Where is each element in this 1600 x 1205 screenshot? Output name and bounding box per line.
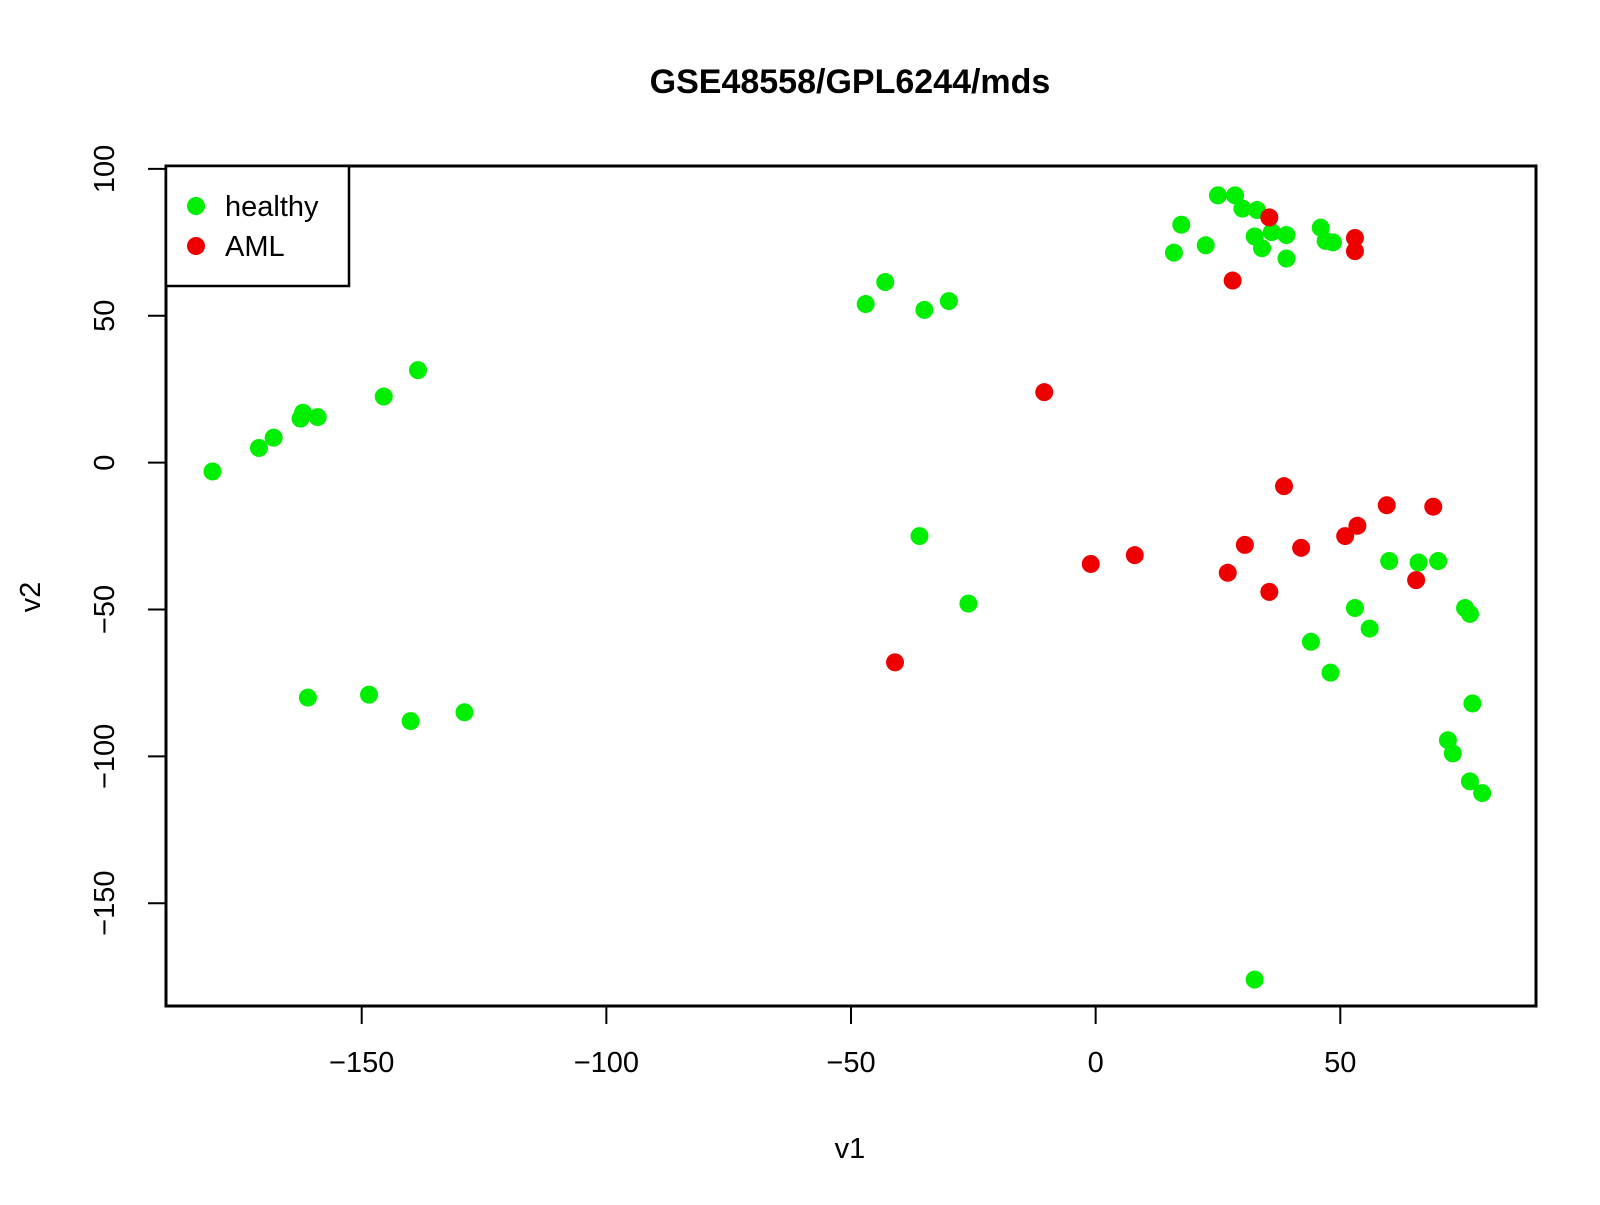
y-tick-label: −150 [89, 871, 121, 936]
data-point-healthy [1226, 186, 1245, 205]
data-point-healthy [1277, 249, 1296, 268]
data-point-healthy [910, 527, 929, 546]
data-point-healthy [939, 292, 958, 311]
chart-title: GSE48558/GPL6244/mds [650, 63, 1051, 101]
data-point-healthy [360, 685, 379, 704]
data-point-aml [1292, 538, 1311, 557]
data-point-healthy [1443, 744, 1462, 763]
data-point-aml [1348, 516, 1367, 535]
data-point-healthy [1172, 215, 1191, 234]
legend-label-aml: AML [225, 231, 285, 263]
data-point-healthy [1380, 552, 1399, 571]
series-aml [886, 208, 1443, 672]
data-point-aml [1125, 546, 1144, 565]
data-point-healthy [374, 387, 393, 406]
plot-frame [164, 164, 1538, 1008]
data-point-healthy [1345, 599, 1364, 618]
data-point-healthy [1463, 694, 1482, 713]
data-point-aml [1218, 563, 1237, 582]
legend: healthy AML [164, 164, 351, 288]
data-point-healthy [1164, 243, 1183, 262]
x-axis-label: v1 [835, 1133, 866, 1165]
data-point-healthy [1262, 223, 1281, 242]
data-point-aml [1223, 271, 1242, 290]
data-point-healthy [298, 688, 317, 707]
data-point-healthy [264, 428, 283, 447]
data-point-healthy [291, 409, 310, 428]
data-point-healthy [1245, 970, 1264, 989]
x-tick-label: 50 [1324, 1047, 1356, 1079]
legend-marker-healthy [187, 197, 205, 215]
legend-marker-aml [187, 237, 205, 255]
data-point-healthy [1460, 604, 1479, 623]
data-point-aml [1275, 477, 1294, 496]
y-tick-label: −100 [89, 724, 121, 789]
data-point-healthy [1323, 233, 1342, 252]
series-healthy [203, 186, 1492, 989]
data-point-healthy [1301, 632, 1320, 651]
data-point-healthy [1360, 619, 1379, 638]
data-point-aml [1260, 208, 1279, 227]
data-point-healthy [308, 408, 327, 427]
data-point-aml [1345, 242, 1364, 261]
data-point-healthy [876, 273, 895, 292]
data-point-healthy [1208, 186, 1227, 205]
data-point-healthy [408, 361, 427, 380]
data-point-healthy [1253, 239, 1271, 258]
x-tick-label: −50 [826, 1047, 875, 1079]
x-tick-label: −150 [329, 1047, 394, 1079]
y-axis-label: v2 [15, 582, 47, 613]
data-point-healthy [959, 594, 978, 613]
data-point-healthy [856, 295, 875, 314]
data-point-healthy [203, 462, 222, 481]
data-point-aml [1407, 571, 1426, 590]
data-point-healthy [1409, 553, 1428, 572]
data-point-healthy [1321, 663, 1340, 682]
data-point-healthy [1233, 199, 1252, 218]
data-point-healthy [401, 712, 420, 731]
y-tick-label: −50 [89, 585, 121, 634]
data-point-aml [1336, 527, 1355, 546]
x-axis: −150 −100 −50 0 50 [329, 1005, 1356, 1079]
data-point-aml [1081, 554, 1100, 573]
data-point-healthy [915, 300, 934, 319]
legend-box [164, 164, 351, 288]
data-point-healthy [1277, 226, 1296, 245]
y-axis: −150 −100 −50 0 50 100 [89, 145, 167, 936]
data-points [203, 186, 1492, 989]
x-tick-label: 0 [1088, 1047, 1104, 1079]
data-point-aml [1345, 228, 1364, 247]
x-tick-label: −100 [574, 1047, 639, 1079]
data-point-aml [886, 653, 905, 672]
data-point-healthy [249, 438, 268, 457]
data-point-aml [1260, 582, 1279, 601]
data-point-healthy [1196, 236, 1215, 255]
data-point-aml [1035, 383, 1054, 402]
data-point-healthy [1429, 552, 1448, 571]
data-point-aml [1377, 496, 1396, 515]
data-point-aml [1424, 497, 1443, 516]
data-point-healthy [455, 703, 474, 722]
data-point-healthy [1460, 772, 1479, 791]
data-point-healthy [1473, 784, 1492, 803]
y-tick-label: 100 [89, 145, 121, 193]
y-tick-label: 50 [89, 300, 121, 332]
legend-label-healthy: healthy [225, 191, 319, 223]
y-tick-label: 0 [89, 455, 121, 471]
data-point-aml [1235, 535, 1254, 554]
